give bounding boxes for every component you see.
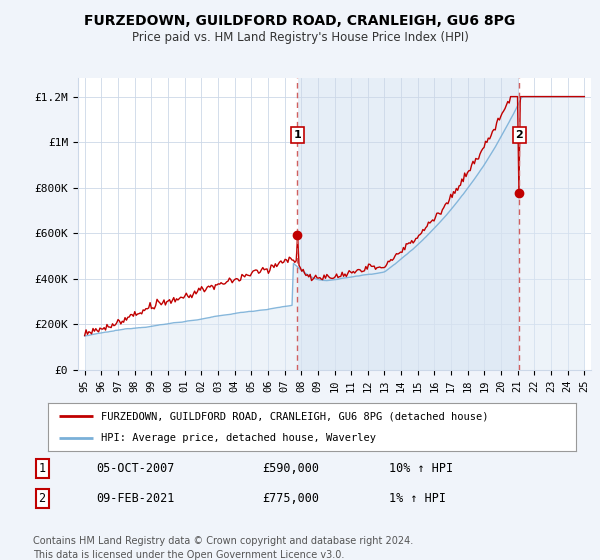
Text: FURZEDOWN, GUILDFORD ROAD, CRANLEIGH, GU6 8PG (detached house): FURZEDOWN, GUILDFORD ROAD, CRANLEIGH, GU… [101,411,488,421]
Text: Price paid vs. HM Land Registry's House Price Index (HPI): Price paid vs. HM Land Registry's House … [131,31,469,44]
Text: £590,000: £590,000 [262,461,319,475]
Text: FURZEDOWN, GUILDFORD ROAD, CRANLEIGH, GU6 8PG: FURZEDOWN, GUILDFORD ROAD, CRANLEIGH, GU… [85,14,515,28]
Text: 1% ↑ HPI: 1% ↑ HPI [389,492,446,505]
Text: 10% ↑ HPI: 10% ↑ HPI [389,461,453,475]
Text: 1: 1 [293,130,301,140]
Text: Contains HM Land Registry data © Crown copyright and database right 2024.
This d: Contains HM Land Registry data © Crown c… [33,536,413,560]
Text: 2: 2 [515,130,523,140]
Text: 09-FEB-2021: 09-FEB-2021 [96,492,175,505]
Text: HPI: Average price, detached house, Waverley: HPI: Average price, detached house, Wave… [101,433,376,443]
Text: £775,000: £775,000 [262,492,319,505]
Text: 2: 2 [38,492,46,505]
Text: 1: 1 [38,461,46,475]
Text: 05-OCT-2007: 05-OCT-2007 [96,461,175,475]
